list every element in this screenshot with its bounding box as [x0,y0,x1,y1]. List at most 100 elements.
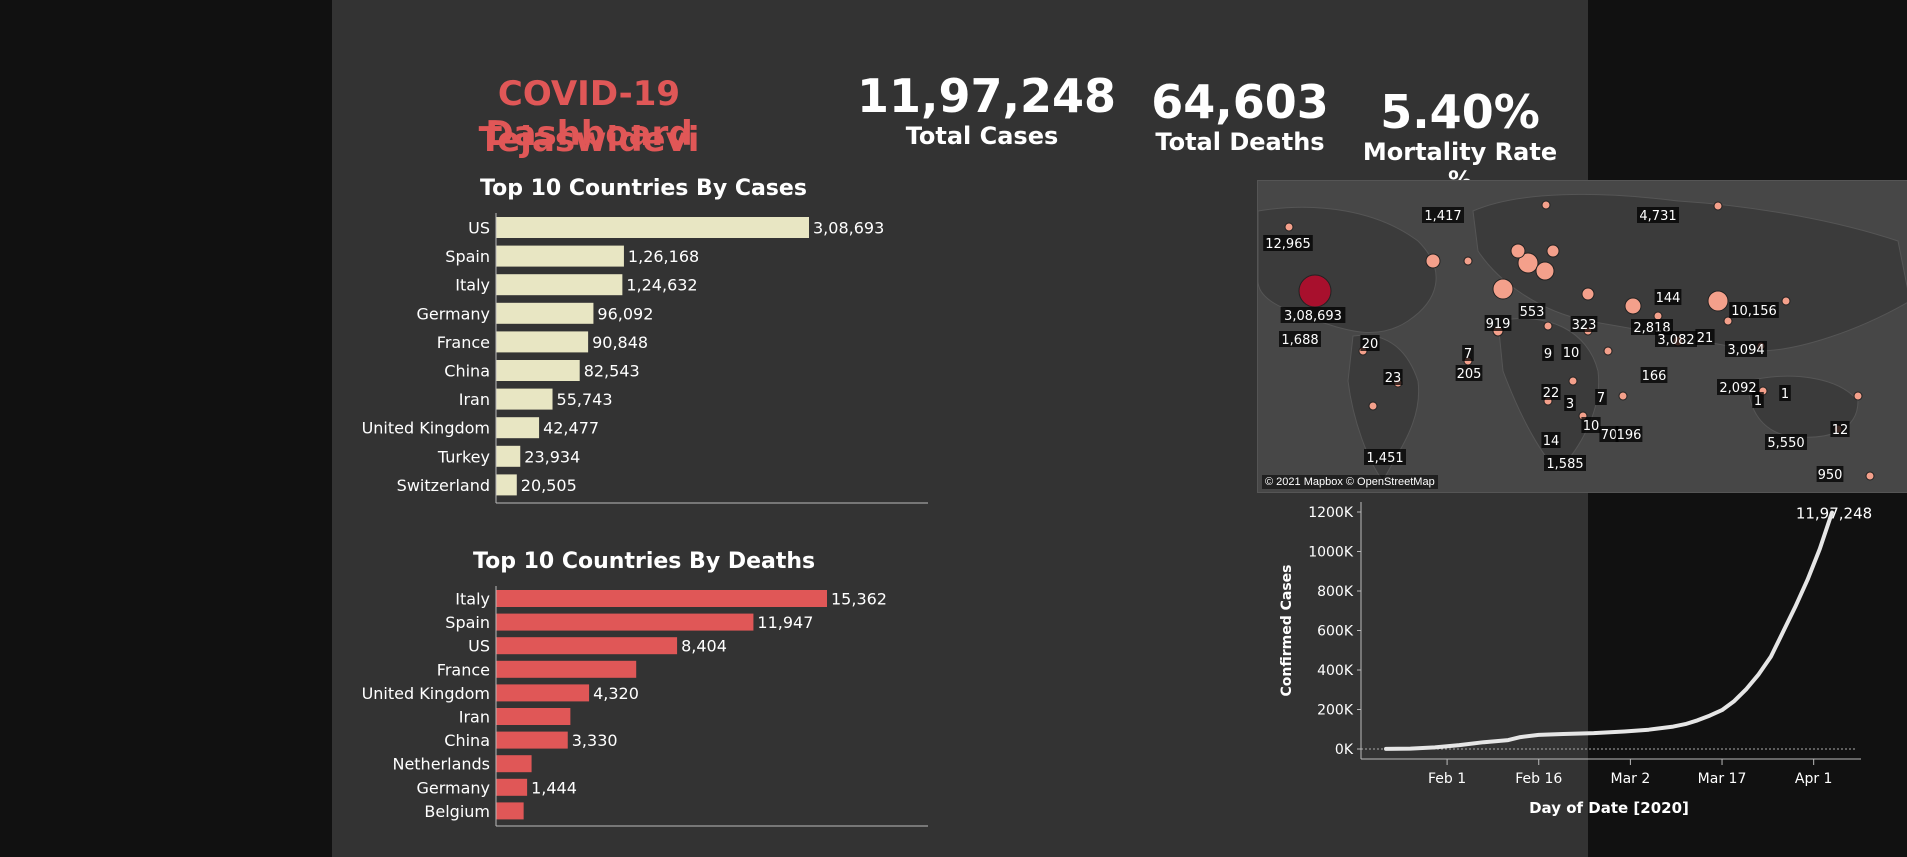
map-label-text: 205 [1457,367,1482,382]
map-label-bg [1484,315,1512,331]
map-bubble [1568,376,1578,386]
map-label-text: 1,451 [1366,451,1403,466]
map-label-text: 166 [1642,369,1667,384]
map-label: 3,094 [1725,341,1767,358]
total-deaths-label: Total Deaths [1155,128,1325,156]
map-label-text: 196 [1617,428,1642,443]
map-label-text: 10,156 [1731,304,1777,319]
map-label-bg [1422,207,1464,223]
map-label-bg [1615,426,1643,442]
bar-category-label: Iran [459,390,490,409]
bar [496,637,678,655]
cases-bar-chart: US 3,08,693 Spain 1,26,168 Italy 1,24,632 Germ… [362,213,928,504]
map-label-bg [1263,235,1313,251]
bar-category-label: Italy [455,276,490,295]
map-landmass [1258,193,1907,482]
kpi-total-deaths: 64,603 Total Deaths [1140,76,1340,156]
map-bubble [1298,274,1332,308]
map-label: 166 [1640,367,1668,384]
bar [496,417,540,439]
map-bubble [1723,316,1733,326]
bar-value-label: 20,505 [521,476,577,495]
bar-value-label: 3,08,693 [813,219,884,238]
y-tick-label: 1000K [1308,545,1354,561]
bar [496,684,590,702]
map-label: 20 [1360,335,1380,352]
map-bubble [1653,311,1663,321]
bar-category-label: Iran [459,708,490,727]
dashboard-title: COVID-19 Dashboard [485,74,693,154]
map-label: 4,731 [1637,207,1679,224]
bar [496,217,809,238]
map-label-bg [1561,344,1581,360]
bar [496,708,571,725]
map-label-text: 22 [1543,386,1560,401]
bar [496,388,553,410]
map-label: 12 [1830,421,1850,438]
map-bubble [1781,296,1791,306]
total-cases-value: 11,97,248 [857,69,1116,123]
x-tick-label: Feb 1 [1428,771,1466,787]
y-tick-label: 200K [1317,703,1354,719]
map-label: 1 [1752,392,1764,409]
x-tick-label: Apr 1 [1795,771,1833,787]
map-label-bg [1383,369,1403,385]
map-bubble [1624,297,1642,315]
map-label: 14 [1541,432,1561,449]
map-label-bg [1717,379,1759,395]
map-label-bg [1816,466,1844,482]
bar-category-label: United Kingdom [362,684,490,703]
map-label: 205 [1455,365,1483,382]
bar-value-label: 3,330 [572,731,618,750]
map-label-bg [1752,392,1764,408]
map-label: 10 [1561,344,1581,361]
map-label: 10 [1581,417,1601,434]
bar-value-label: 4,320 [593,684,639,703]
world-map[interactable]: 12,965 1,417 4,731 3,08,693 1,688 20 23 1,451 91… [1257,180,1907,493]
map-label-bg [1637,207,1679,223]
bar [496,245,624,267]
map-label-text: 5,550 [1767,436,1804,451]
bar [496,613,754,631]
map-label: 950 [1816,466,1844,483]
map-label: 144 [1654,289,1682,306]
map-credit[interactable]: © 2021 Mapbox © OpenStreetMap [1262,475,1438,489]
bar-value-label: 1,444 [531,778,577,797]
map-label-bg [1518,303,1546,319]
map-label: 3,082 [1655,331,1697,348]
bar [496,331,589,353]
deaths-chart-title: Top 10 Countries By Deaths [473,549,816,574]
map-label: 7 [1462,345,1474,362]
map-label-text: 1 [1781,387,1789,402]
map-label-text: 14 [1543,434,1560,449]
map-label: 919 [1484,315,1512,332]
x-axis-title: Day of Date [2020] [1529,799,1689,817]
map-label-bg [1462,345,1474,361]
map-label-bg [1541,384,1561,400]
map-label: 1,417 [1422,207,1464,224]
map-label: 1,688 [1279,331,1321,348]
map-label-bg [1729,302,1779,318]
x-tick-label: Mar 17 [1698,771,1747,787]
map-label: 2,092 [1717,379,1759,396]
bar [496,731,568,749]
x-tick-label: Mar 2 [1610,771,1650,787]
map-label-text: 7 [1597,391,1605,406]
map-bubble [1543,321,1553,331]
map-label: 553 [1518,303,1546,320]
cases-line [1384,510,1834,751]
bar-value-label: 55,743 [557,390,613,409]
map-label-bg [1655,331,1697,347]
map-label: 323 [1570,316,1598,333]
bar [496,590,827,607]
map-label-bg [1455,365,1483,381]
map-bubble [1853,391,1863,401]
map-label-text: 1,417 [1424,209,1461,224]
map-label: 12,965 [1263,235,1313,252]
y-tick-label: 1200K [1308,505,1354,521]
y-tick-label: 600K [1317,624,1354,640]
cases-line-chart: 0K 200K 400K 600K 800K 1000K 1200K Feb 1 Feb 16 M… [1279,502,1872,817]
map-label-bg [1564,395,1576,411]
